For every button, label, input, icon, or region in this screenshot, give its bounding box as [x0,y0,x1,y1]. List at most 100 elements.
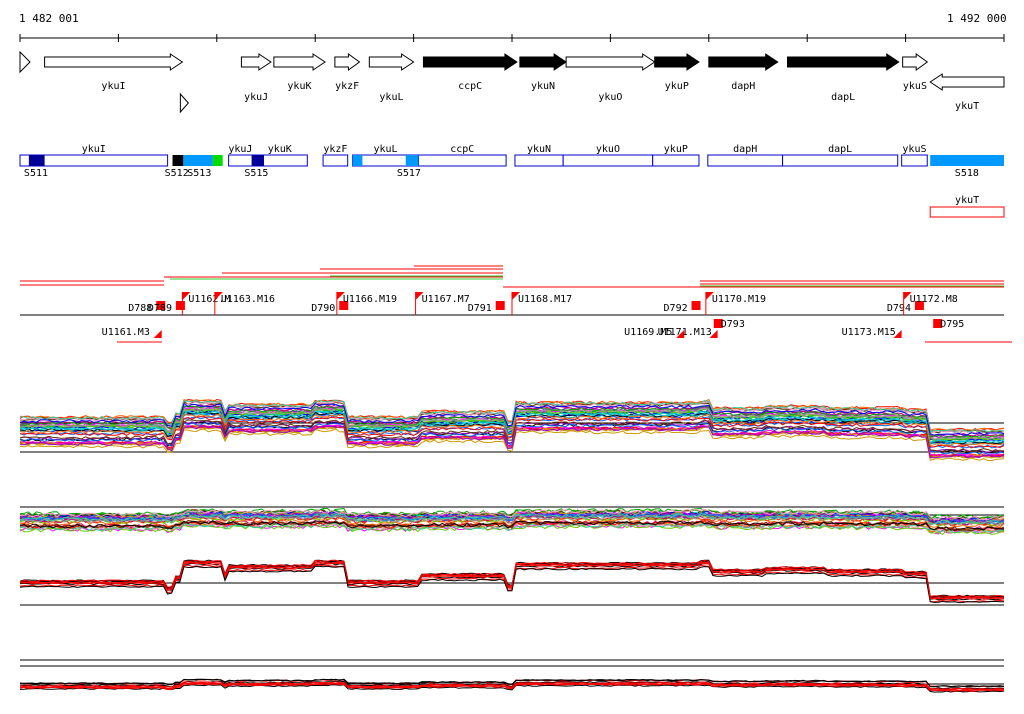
expression-line [19,682,1005,691]
marker-square [175,301,185,310]
gene-label: ykuL [379,92,403,103]
marker-flag [153,330,162,338]
block-fill [405,155,419,166]
expression-line [19,405,1005,439]
expression-line [19,513,1005,525]
gene-label: dapL [831,92,855,103]
expression-line [19,684,1005,693]
expression-profile-track-3 [19,559,1005,606]
expression-profile-track-4 [19,659,1005,693]
marker-label: D794 [887,303,911,314]
gene-arrow [240,53,272,71]
marker-label: D791 [468,303,492,314]
transcription-block [707,154,784,167]
expression-line [19,683,1005,692]
gene-label: ykzF [335,81,359,92]
block-label: ykuP [664,144,688,155]
expression-profile-track-2 [19,506,1005,535]
end-coordinate: 1 492 000 [947,12,1007,25]
block-label: ykzF [323,144,347,155]
segment-label: S512 [165,168,189,179]
marker-label: U1171.M13 [658,327,712,338]
block-label: ykuN [527,144,551,155]
gene-arrow-left-edge [19,50,31,74]
marker-square [156,301,166,310]
expression-line [19,402,1005,436]
expression-profile-track-1 [19,398,1005,462]
block-label: ykuJ [228,144,252,155]
expression-line [19,416,1005,449]
block-fill [252,155,265,166]
expression-line [19,428,1005,462]
expression-line [19,520,1005,531]
gene-label: ykuJ [244,92,268,103]
marker-square [933,319,943,328]
marker-label: D792 [664,303,688,314]
marker-square [691,301,701,310]
ruler-ticks [19,34,1005,42]
gene-label: ykuS [903,81,927,92]
marker-label: D795 [940,319,964,330]
gene-arrow [902,53,929,71]
transcription-block [418,154,507,167]
block-label: ykuL [374,144,398,155]
gene-label: ykuI [101,81,125,92]
gene-arrow [519,53,568,71]
marker-label: U1167.M7 [422,294,470,305]
marker-square [713,319,723,328]
ykut-box [929,206,1005,218]
transcription-block [228,154,253,167]
expression-line [19,559,1005,598]
marker-flag [903,292,912,300]
expression-line [19,508,1005,521]
segment-label: S511 [24,168,48,179]
expression-line [19,514,1005,526]
marker-label: U1170.M19 [712,294,766,305]
block-label: dapL [828,144,852,155]
marker-flag [676,330,685,338]
block-label: ykuI [82,144,106,155]
ykut-region-track: ykuT [929,195,1005,218]
transcription-block [562,154,654,167]
marker-flag [182,292,191,300]
marker-label: D793 [721,319,745,330]
marker-flag [893,330,902,338]
marker-label: U1166.M19 [343,294,397,305]
block-label: ccpC [450,144,474,155]
gene-arrow [179,92,190,114]
block-fill [930,155,1004,166]
transcription-block [901,154,928,167]
segment-label: S518 [955,168,979,179]
gene-arrow [44,53,184,71]
block-fill [352,155,363,166]
marker-label: U1162.M [188,294,230,305]
ykut-box-label: ykuT [955,195,979,206]
gene-arrow [654,53,700,71]
marker-flag [512,292,520,300]
marker-label: U1168.M17 [518,294,572,305]
marker-label: D789 [148,303,172,314]
block-fill [212,155,223,166]
block-fill [172,155,184,166]
marker-flag [709,330,718,338]
marker-label: D790 [311,303,335,314]
transcription-block [322,154,349,167]
gene-arrow [368,53,415,71]
marker-square [914,301,924,310]
marker-square [339,301,349,310]
expression-line [19,413,1005,447]
expression-line [19,419,1005,453]
marker-label: D788 [128,303,152,314]
gene-label: ykuO [598,92,622,103]
gene-arrow [565,53,656,71]
gene-arrow [334,53,361,71]
marker-flag [214,292,223,300]
gene-label: ccpC [458,81,482,92]
marker-flag [336,292,345,300]
marker-label: U1173.M15 [842,327,896,338]
block-fill [183,155,213,166]
start-coordinate: 1 482 001 [19,12,79,25]
expression-line [19,565,1005,604]
